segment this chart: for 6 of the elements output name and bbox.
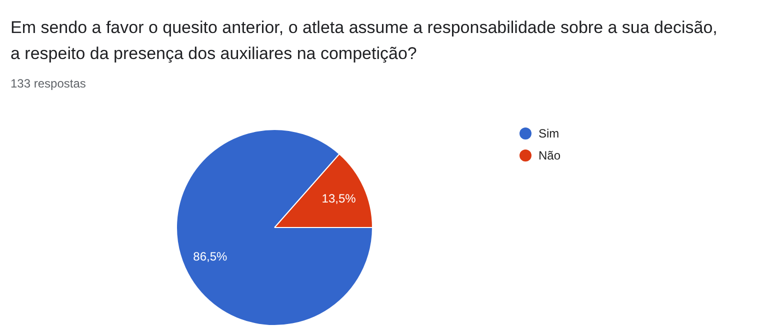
chart-title: Em sendo a favor o quesito anterior, o atleta assume a responsabilidade sobre a sua decisão, a respeito da presença dos auxiliares na competição?	[10, 18, 718, 63]
text: 133 respostas	[10, 76, 86, 90]
data-label: 13,5%	[322, 191, 356, 206]
legend-label: Não	[538, 148, 561, 162]
data-label: 86,5%	[193, 250, 228, 264]
legend-label: Sim	[538, 126, 560, 140]
